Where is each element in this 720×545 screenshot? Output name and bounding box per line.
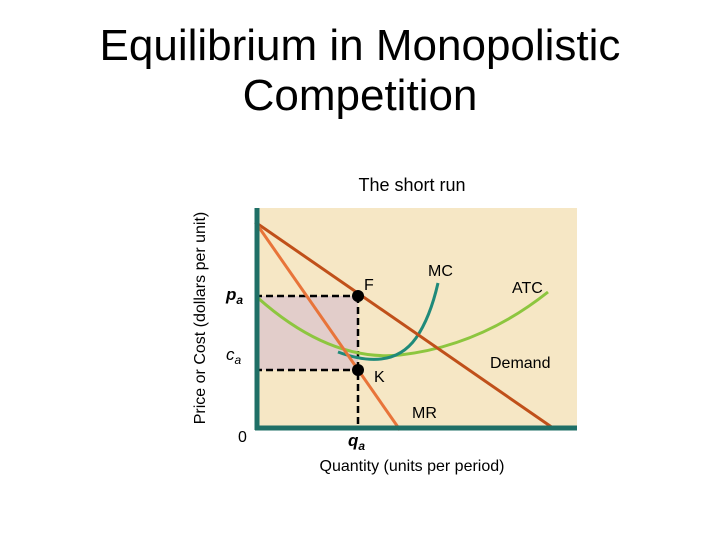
label-sub: a (235, 353, 242, 367)
point (352, 290, 364, 302)
subtitle: The short run (358, 175, 465, 195)
label-main: p (225, 285, 236, 304)
point-label: F (364, 277, 374, 294)
curve-label: MR (412, 405, 437, 422)
price-label: pa (225, 285, 243, 307)
title-line: Equilibrium in Monopolistic (100, 21, 621, 70)
label-sub: a (358, 439, 365, 453)
label-main: q (348, 431, 359, 450)
curve-label: MC (428, 263, 453, 280)
mc-curve (337, 282, 440, 361)
demand-curve (254, 220, 554, 430)
origin-label: 0 (238, 429, 247, 446)
curve-label: Demand (490, 355, 550, 372)
label-sub: a (236, 293, 243, 307)
cost-label: ca (226, 345, 242, 367)
point-label: K (374, 369, 385, 386)
x-axis-label: Quantity (units per period) (320, 458, 505, 475)
title-line: Competition (243, 71, 478, 120)
curve-label: ATC (512, 280, 543, 297)
atc-curve (257, 290, 549, 358)
mr-curve (256, 225, 402, 431)
point (352, 364, 364, 376)
y-axis-label: Price or Cost (dollars per unit) (192, 212, 209, 425)
quantity-label: qa (348, 431, 365, 453)
label-main: c (226, 345, 235, 364)
